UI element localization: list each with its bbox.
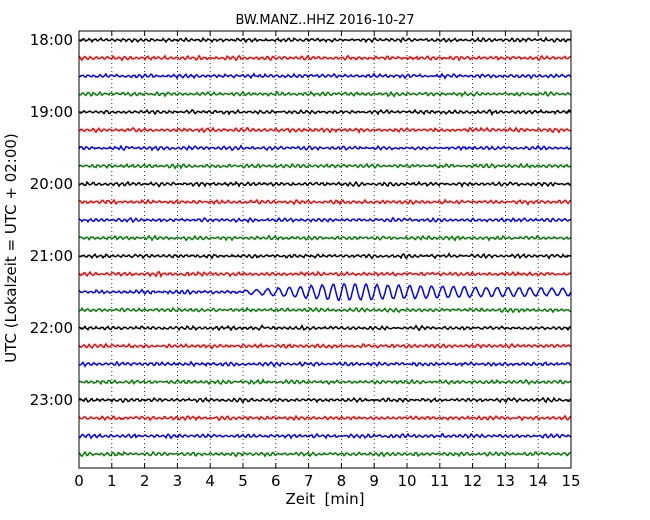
y-tick-label: 23:00 [30, 391, 73, 409]
x-tick-label: 5 [238, 472, 248, 490]
seismic-trace [78, 342, 572, 350]
x-tick-label: 0 [74, 472, 84, 490]
seismic-trace [78, 450, 572, 458]
seismic-trace [78, 180, 572, 189]
seismic-trace [78, 360, 572, 368]
x-tick-label: 3 [173, 472, 183, 490]
x-tick-label: 7 [304, 472, 314, 490]
seismic-trace [78, 72, 572, 80]
seismic-trace [78, 54, 572, 62]
seismic-trace [78, 108, 572, 117]
x-tick-label: 6 [271, 472, 281, 490]
seismic-trace [78, 162, 572, 170]
y-tick-label: 18:00 [30, 31, 73, 49]
seismic-trace [78, 90, 572, 98]
x-tick-label: 13 [496, 472, 515, 490]
seismic-trace [78, 198, 572, 207]
y-axis-ticks: 18:00 19:00 20:00 21:00 22:00 23:00 [30, 31, 571, 409]
seismic-trace [78, 282, 572, 302]
y-axis-label: UTC (Lokalzeit = UTC + 02:00) [2, 133, 20, 363]
seismic-trace [78, 216, 572, 224]
seismic-trace [78, 377, 572, 386]
seismic-trace [78, 324, 572, 332]
grid-lines [111, 31, 539, 468]
x-tick-label: 11 [430, 472, 449, 490]
seismic-trace [78, 144, 572, 152]
x-tick-label: 9 [369, 472, 379, 490]
seismic-trace [78, 306, 572, 314]
x-tick-label: 8 [337, 472, 347, 490]
seismic-trace [78, 36, 572, 44]
seismic-trace [78, 270, 572, 279]
seismic-trace [78, 414, 572, 422]
seismic-trace [78, 432, 572, 440]
traces-group [78, 36, 572, 458]
seismic-trace [78, 234, 572, 242]
seismic-trace [78, 252, 572, 260]
x-axis-label: Zeit [min] [285, 490, 364, 508]
x-axis-ticks: 0 1 2 3 4 5 6 7 8 9 10 11 12 13 14 15 [74, 31, 581, 490]
plot-frame [78, 30, 572, 469]
x-tick-label: 2 [140, 472, 150, 490]
x-tick-label: 1 [107, 472, 117, 490]
x-tick-label: 15 [561, 472, 580, 490]
seismic-trace [78, 126, 572, 135]
x-tick-label: 14 [529, 472, 548, 490]
y-tick-label: 19:00 [30, 103, 73, 121]
y-tick-label: 21:00 [30, 247, 73, 265]
x-tick-label: 4 [205, 472, 215, 490]
y-tick-label: 22:00 [30, 319, 73, 337]
seismic-trace [78, 396, 572, 404]
y-tick-label: 20:00 [30, 175, 73, 193]
x-tick-label: 10 [397, 472, 416, 490]
chart-title: BW.MANZ..HHZ 2016-10-27 [235, 13, 414, 28]
x-tick-label: 12 [463, 472, 482, 490]
